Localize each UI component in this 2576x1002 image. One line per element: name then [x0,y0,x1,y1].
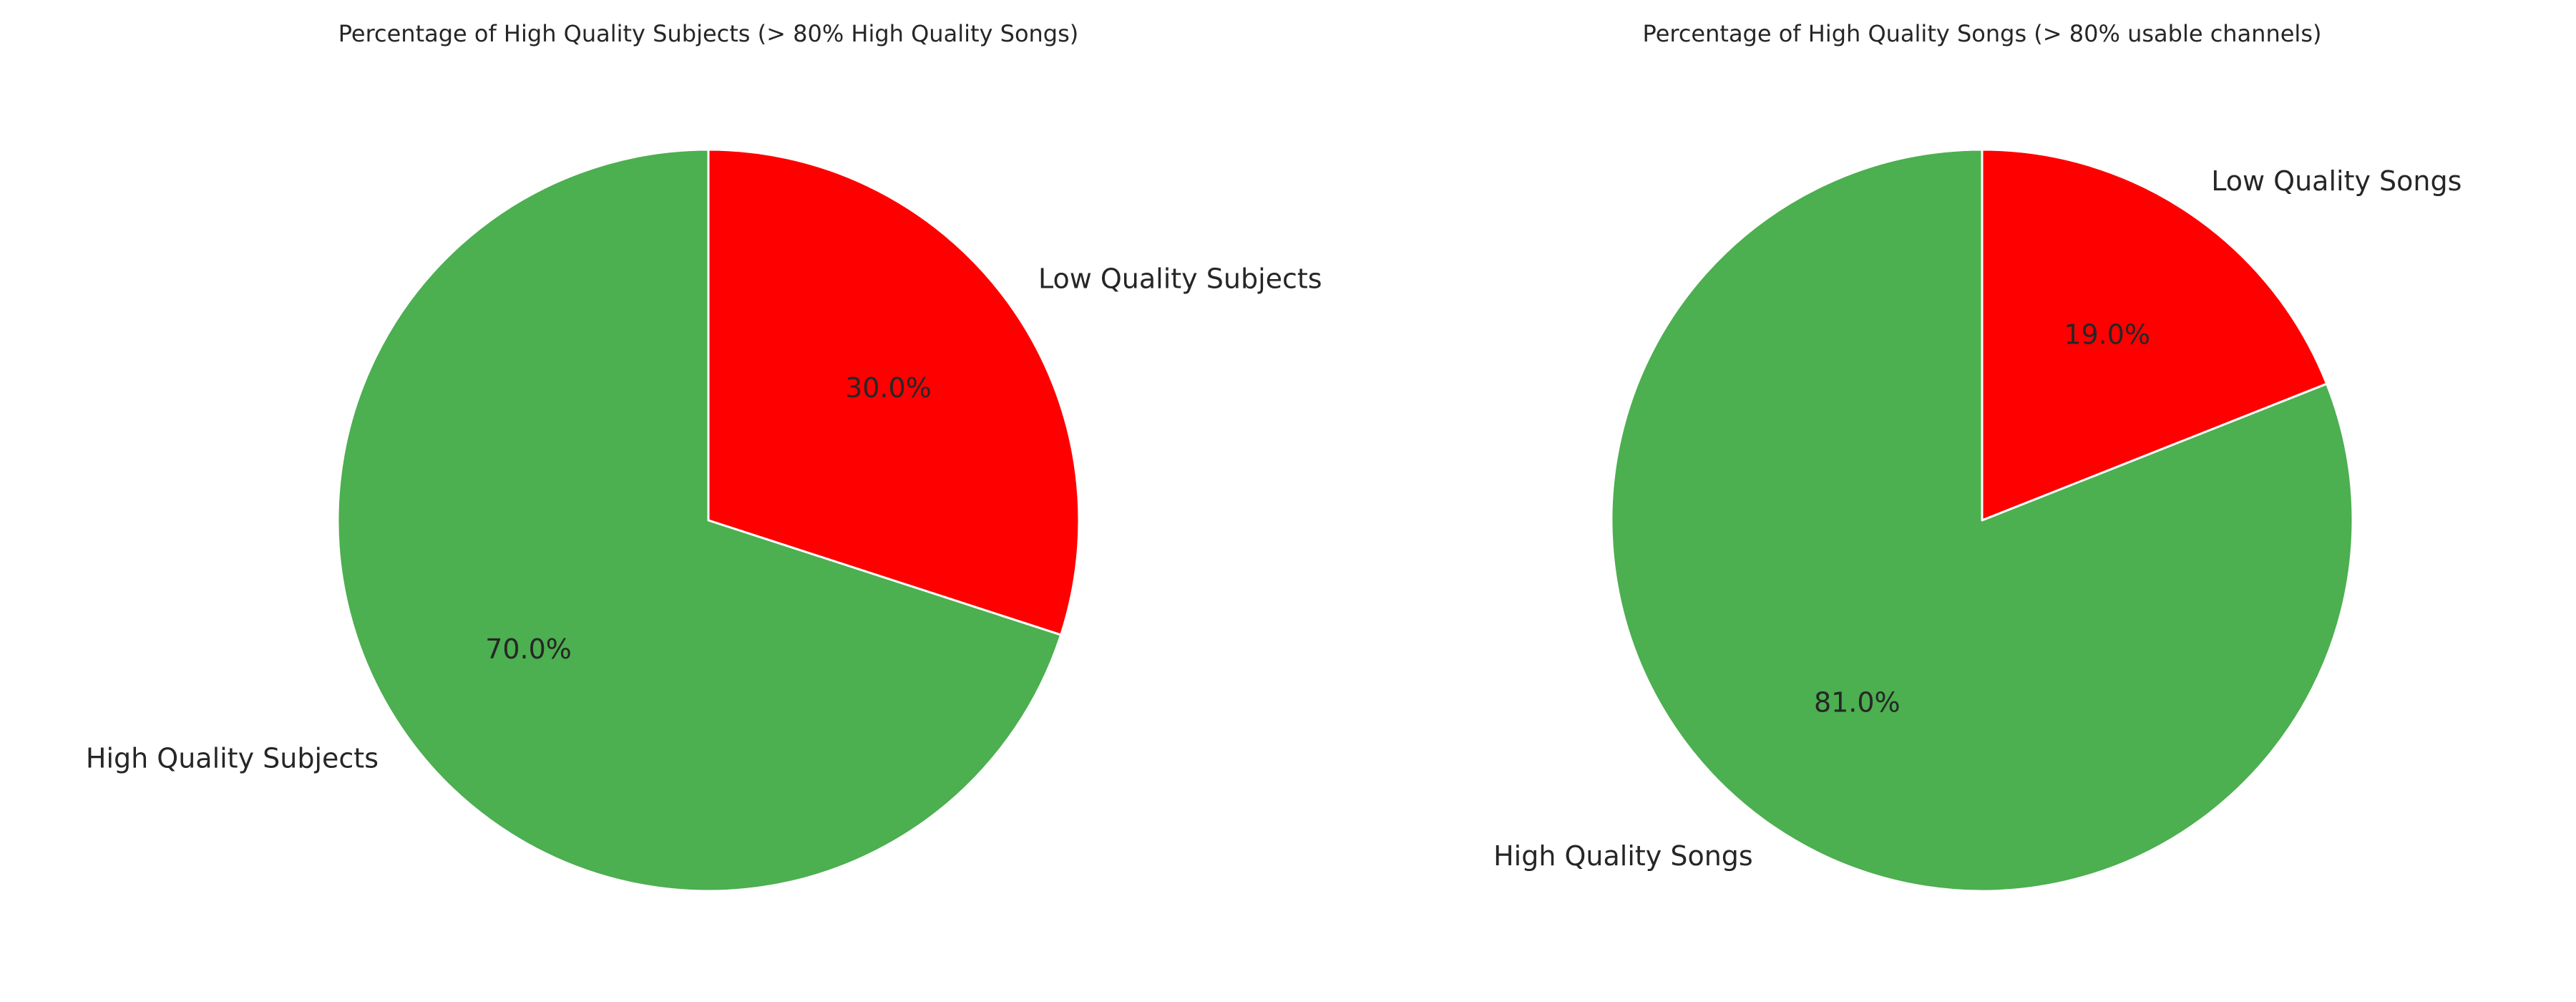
slice-percent-high-quality-songs: 81.0% [1814,687,1901,719]
pie-slices [336,148,1080,892]
pie-slice-low-quality-songs [1981,148,2328,522]
pie-chart-subjects: Percentage of High Quality Subjects (> 8… [86,20,1322,892]
pie-slices [1610,148,2354,892]
pie-labels: Low Quality Songs 19.0% High Quality Songs… [1493,165,2462,872]
slice-label-high-quality-songs: High Quality Songs [1493,840,1753,872]
slice-label-low-quality-subjects: Low Quality Subjects [1038,263,1322,295]
pie-slice-high-quality-subjects [336,148,1063,892]
slice-percent-low-quality-subjects: 30.0% [845,372,932,404]
slice-percent-low-quality-songs: 19.0% [2064,318,2150,350]
pie-slice-low-quality-subjects [707,148,1080,636]
chart-title: Percentage of High Quality Subjects (> 8… [338,20,1079,47]
pie-slice-high-quality-songs [1610,148,2354,892]
slice-label-low-quality-songs: Low Quality Songs [2211,165,2462,197]
slice-percent-high-quality-subjects: 70.0% [485,633,572,665]
pie-labels: Low Quality Subjects 30.0% High Quality Su… [86,263,1322,774]
chart-title: Percentage of High Quality Songs (> 80% … [1643,20,2322,47]
pie-chart-songs: Percentage of High Quality Songs (> 80% … [1493,20,2462,892]
slice-label-high-quality-subjects: High Quality Subjects [86,742,379,774]
